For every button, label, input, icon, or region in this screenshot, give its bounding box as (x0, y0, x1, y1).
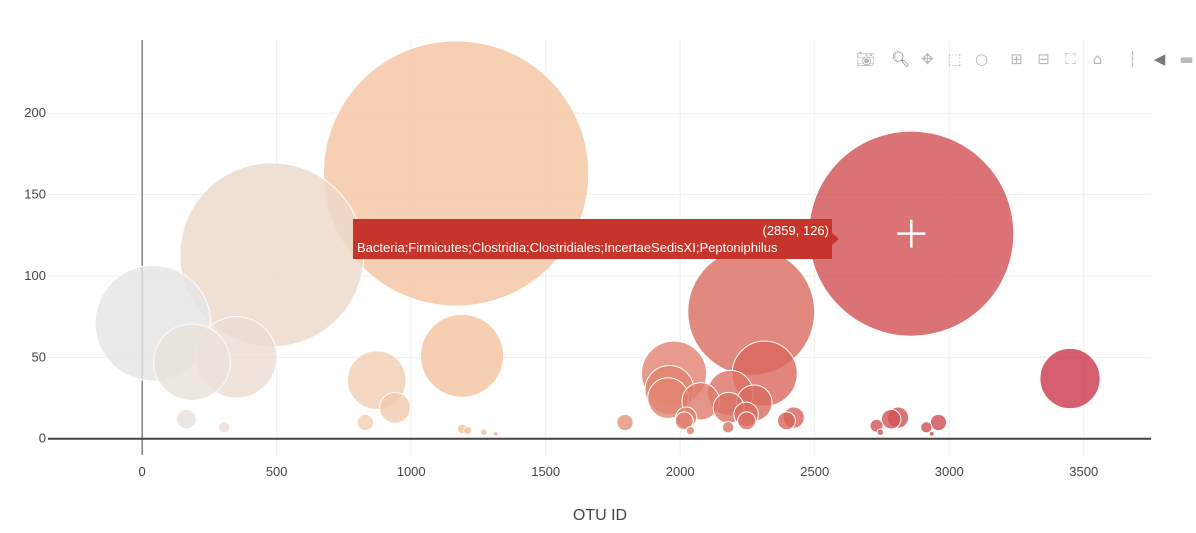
bubble-point[interactable] (176, 408, 197, 430)
y-tick-label: 50 (32, 349, 46, 364)
tooltip-text: Bacteria;Firmicutes;Clostridia;Clostridi… (357, 240, 778, 255)
spike-lines-icon[interactable]: ┆ (1127, 50, 1138, 68)
bubble-point[interactable] (1039, 347, 1101, 410)
y-tick-label: 150 (24, 187, 46, 202)
pan-icon[interactable]: ✥ (921, 50, 934, 68)
bubble-point[interactable] (777, 411, 796, 431)
modebar: 📷︎ 🔍︎ ✥ ⬚ ○ ⊞ ⊟ ⛶ ⌂ ┆ ◀ ▬ (852, 48, 1196, 70)
bubble-point[interactable] (480, 428, 488, 436)
hover-compare-icon[interactable]: ▬ (1179, 50, 1194, 68)
tooltip-value: (2859, 126) (762, 223, 830, 238)
tooltip-arrow (832, 233, 839, 245)
lasso-icon[interactable]: ○ (974, 50, 989, 68)
x-tick-label: 0 (139, 464, 146, 479)
hover-crosshair-icon (897, 219, 926, 248)
bubble-point[interactable] (492, 430, 499, 437)
hover-closest-icon[interactable]: ◀ (1153, 50, 1166, 68)
x-tick-label: 3000 (935, 464, 964, 479)
zoom-icon[interactable]: 🔍︎ (890, 50, 911, 68)
bubble-point[interactable] (218, 421, 231, 434)
x-tick-label: 2000 (666, 464, 695, 479)
bubble-point[interactable] (685, 426, 695, 436)
y-tick-label: 200 (24, 105, 46, 120)
bubble-point[interactable] (721, 421, 735, 434)
bubble-point[interactable] (928, 430, 935, 437)
bubble-series[interactable] (94, 40, 1101, 437)
hover-tooltip: (2859, 126) Bacteria;Firmicutes;Clostrid… (353, 219, 832, 259)
bubble-point[interactable] (880, 408, 902, 430)
bubble-point[interactable] (463, 426, 473, 436)
box-select-icon[interactable]: ⬚ (947, 50, 962, 68)
bubble-point[interactable] (616, 413, 634, 432)
axes (48, 40, 1151, 455)
bubble-point[interactable] (356, 413, 375, 432)
autoscale-icon[interactable]: ⛶ (1065, 50, 1076, 68)
bubble-point[interactable] (379, 391, 412, 424)
x-tick-label: 1500 (531, 464, 560, 479)
camera-icon[interactable]: 📷︎ (855, 50, 876, 68)
tick-labels: 0 500 1000 1500 2000 2500 3000 3500 0 50 100 150 200 (24, 105, 1098, 479)
bubble-point[interactable] (674, 411, 694, 431)
x-tick-label: 1000 (397, 464, 426, 479)
bubble-point[interactable] (737, 411, 757, 431)
bubble-point[interactable] (153, 323, 231, 401)
bubble-point[interactable] (420, 313, 505, 398)
reset-axes-icon[interactable]: ⌂ (1092, 50, 1103, 68)
bubble-point[interactable] (876, 428, 885, 436)
bubble-point[interactable] (929, 413, 948, 432)
x-tick-label: 500 (266, 464, 288, 479)
y-tick-label: 100 (24, 268, 46, 283)
bubble-point[interactable] (920, 421, 933, 434)
zoom-in-icon[interactable]: ⊞ (1010, 50, 1023, 68)
y-tick-label: 0 (39, 431, 46, 446)
x-tick-label: 3500 (1069, 464, 1098, 479)
x-axis-title: OTU ID (573, 507, 627, 524)
x-tick-label: 2500 (800, 464, 829, 479)
zoom-out-icon[interactable]: ⊟ (1037, 50, 1050, 68)
